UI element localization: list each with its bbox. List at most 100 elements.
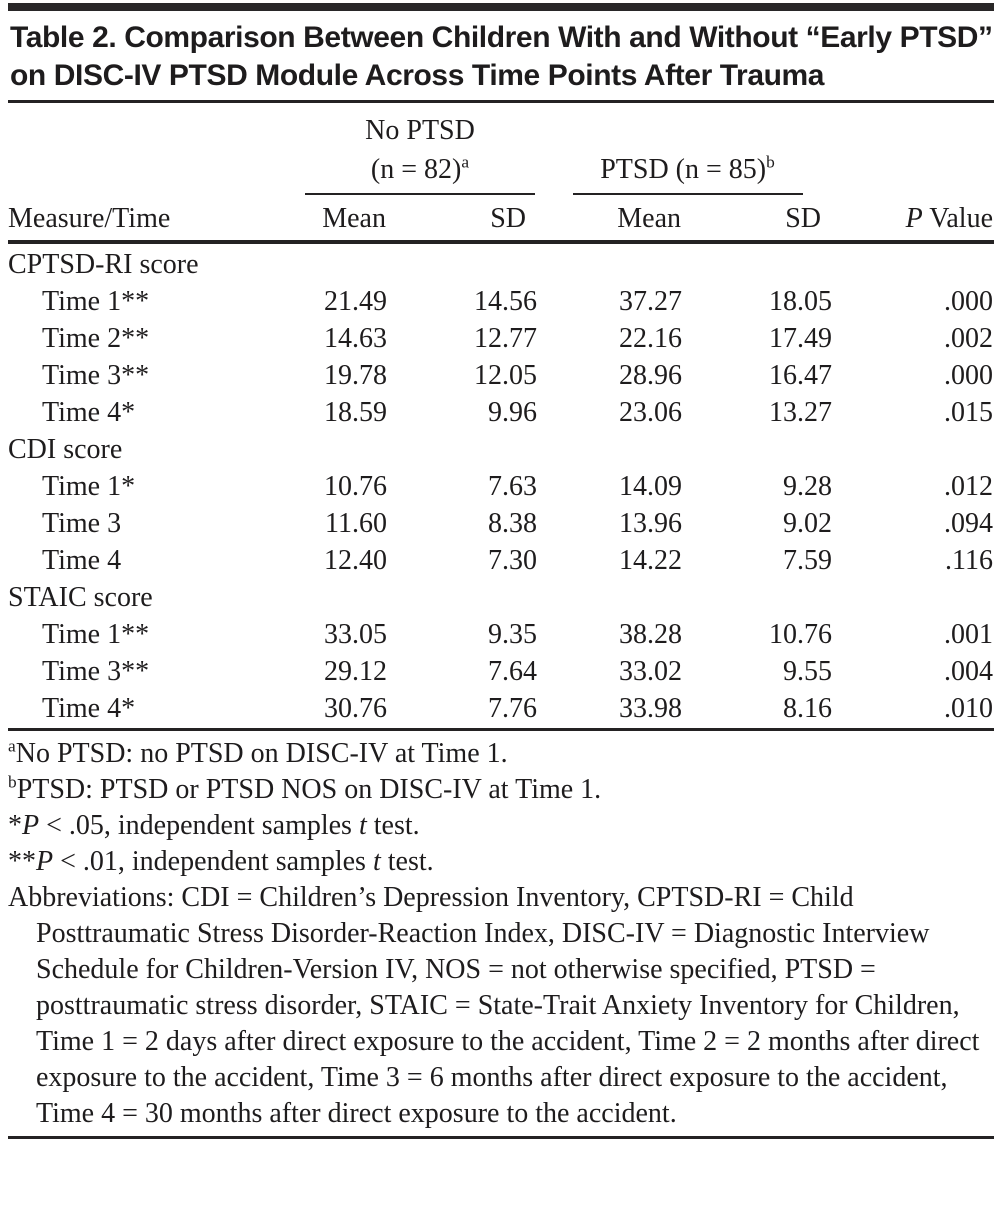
p-italic: P xyxy=(36,846,54,877)
column-header-row: Measure/Time Mean SD Mean SD P Value xyxy=(8,195,995,244)
table-figure: Table 2. Comparison Between Children Wit… xyxy=(0,3,1002,1139)
no-ptsd-sd: 7.64 xyxy=(488,656,538,687)
footnote-p05-end: test. xyxy=(366,810,420,841)
table-row: Time 2** 14.63 12.77 22.16 17.49 .002 xyxy=(8,318,994,355)
no-ptsd-sd: 12.05 xyxy=(474,360,538,391)
section-row-cptsd-ri: CPTSD-RI score xyxy=(8,242,994,281)
p-italic: P xyxy=(905,203,923,234)
table-row: Time 3** 29.12 7.64 33.02 9.55 .004 xyxy=(8,651,994,688)
footnote-p01-end: test. xyxy=(380,846,434,877)
no-ptsd-sd: 7.63 xyxy=(488,471,538,502)
no-ptsd-mean: 29.12 xyxy=(324,656,387,687)
footnote-b-text: PTSD: PTSD or PTSD NOS on DISC-IV at Tim… xyxy=(16,774,602,805)
comparison-table: No PTSD (n = 82)a PTSD (n = 85)b Measure… xyxy=(8,107,995,725)
measure-time-label: Time 4* xyxy=(42,397,136,428)
ptsd-sd: 17.49 xyxy=(769,323,833,354)
measure-time-label: Time 2** xyxy=(42,323,150,354)
t-italic: t xyxy=(372,846,381,877)
no-ptsd-mean: 21.49 xyxy=(324,286,387,317)
no-ptsd-group-label-line1: No PTSD xyxy=(365,115,475,146)
p-value: .000 xyxy=(944,360,994,391)
ptsd-mean: 22.16 xyxy=(619,323,683,354)
table-row: Time 4 12.40 7.30 14.22 7.59 .116 xyxy=(8,540,994,577)
t-italic: t xyxy=(358,810,367,841)
measure-time-label: Time 1* xyxy=(42,471,136,502)
p-value: .004 xyxy=(944,656,994,687)
no-ptsd-sd: 12.77 xyxy=(474,323,538,354)
footnote-p05: *P < .05, independent samples t test. xyxy=(8,808,994,844)
footnote-marker-b: b xyxy=(8,772,17,792)
col-header-measure-time: Measure/Time xyxy=(8,195,300,244)
col-header-p-value: P Value xyxy=(835,195,995,244)
table-row: Time 1** 21.49 14.56 37.27 18.05 .000 xyxy=(8,281,994,318)
ptsd-mean: 23.06 xyxy=(619,397,683,428)
ptsd-sd: 7.59 xyxy=(783,545,833,576)
p-value-rest: Value xyxy=(922,203,994,234)
ptsd-sd: 18.05 xyxy=(769,286,833,317)
no-ptsd-n: (n = 82) xyxy=(370,154,462,185)
section-label: CPTSD-RI score xyxy=(8,249,199,280)
section-label: CDI score xyxy=(8,434,123,465)
p-value: .094 xyxy=(944,508,994,539)
col-header-mean-no-ptsd: Mean xyxy=(300,195,390,244)
no-ptsd-sd: 9.35 xyxy=(488,619,538,650)
double-asterisk-marker: ** xyxy=(8,846,36,877)
footnotes-block: aNo PTSD: no PTSD on DISC-IV at Time 1. … xyxy=(8,728,994,1132)
no-ptsd-mean: 30.76 xyxy=(324,693,387,724)
no-ptsd-mean: 10.76 xyxy=(324,471,387,502)
table-row: Time 3** 19.78 12.05 28.96 16.47 .000 xyxy=(8,355,994,392)
ptsd-sd: 16.47 xyxy=(769,360,833,391)
group-header-row-2: (n = 82)a PTSD (n = 85)b xyxy=(8,147,994,195)
table-row: Time 1** 33.05 9.35 38.28 10.76 .001 xyxy=(8,614,994,651)
measure-time-label: Time 3** xyxy=(42,656,150,687)
section-row-staic: STAIC score xyxy=(8,577,994,614)
no-ptsd-mean: 33.05 xyxy=(324,619,387,650)
no-ptsd-sd: 9.96 xyxy=(488,397,538,428)
ptsd-mean: 28.96 xyxy=(619,360,683,391)
ptsd-sd: 9.02 xyxy=(783,508,833,539)
group-header-row-1: No PTSD xyxy=(8,107,994,147)
p-value: .002 xyxy=(944,323,994,354)
p-value: .000 xyxy=(944,286,994,317)
footnote-a: aNo PTSD: no PTSD on DISC-IV at Time 1. xyxy=(8,736,994,772)
table-row: Time 4* 30.76 7.76 33.98 8.16 .010 xyxy=(8,688,994,725)
ptsd-mean: 13.96 xyxy=(619,508,683,539)
p-value: .116 xyxy=(945,545,994,576)
section-label: STAIC score xyxy=(8,582,153,613)
no-ptsd-sd: 14.56 xyxy=(474,286,538,317)
measure-time-label: Time 3 xyxy=(42,508,122,539)
col-header-sd-ptsd: SD xyxy=(685,195,836,244)
table-title: Table 2. Comparison Between Children Wit… xyxy=(10,21,993,92)
ptsd-group-label: PTSD (n = 85)b xyxy=(540,147,835,195)
p-italic: P xyxy=(22,810,40,841)
no-ptsd-mean: 19.78 xyxy=(324,360,387,391)
measure-time-label: Time 1** xyxy=(42,619,150,650)
measure-time-label: Time 1** xyxy=(42,286,150,317)
top-rule xyxy=(8,3,994,11)
ptsd-mean: 33.02 xyxy=(619,656,683,687)
table-row: Time 3 11.60 8.38 13.96 9.02 .094 xyxy=(8,503,994,540)
col-header-mean-ptsd: Mean xyxy=(540,195,686,244)
ptsd-sd: 8.16 xyxy=(783,693,833,724)
no-ptsd-sd: 7.30 xyxy=(488,545,538,576)
measure-time-label: Time 4 xyxy=(42,545,122,576)
footnote-marker-b: b xyxy=(766,152,775,172)
footnote-b: bPTSD: PTSD or PTSD NOS on DISC-IV at Ti… xyxy=(8,772,994,808)
p-value: .001 xyxy=(944,619,994,650)
ptsd-mean: 14.22 xyxy=(619,545,683,576)
no-ptsd-mean: 18.59 xyxy=(324,397,387,428)
table-row: Time 1* 10.76 7.63 14.09 9.28 .012 xyxy=(8,466,994,503)
no-ptsd-mean: 12.40 xyxy=(324,545,387,576)
ptsd-sd: 9.55 xyxy=(783,656,833,687)
asterisk-marker: * xyxy=(8,810,22,841)
ptsd-sd: 13.27 xyxy=(769,397,833,428)
col-header-sd-no-ptsd: SD xyxy=(390,195,541,244)
p-value: .015 xyxy=(944,397,994,428)
ptsd-sd: 10.76 xyxy=(769,619,833,650)
no-ptsd-sd: 8.38 xyxy=(488,508,538,539)
ptsd-sd: 9.28 xyxy=(783,471,833,502)
abbreviations-note: Abbreviations: CDI = Children’s Depressi… xyxy=(8,882,980,1129)
table-row: Time 4* 18.59 9.96 23.06 13.27 .015 xyxy=(8,392,994,429)
no-ptsd-sd: 7.76 xyxy=(488,693,538,724)
no-ptsd-mean: 11.60 xyxy=(325,508,387,539)
